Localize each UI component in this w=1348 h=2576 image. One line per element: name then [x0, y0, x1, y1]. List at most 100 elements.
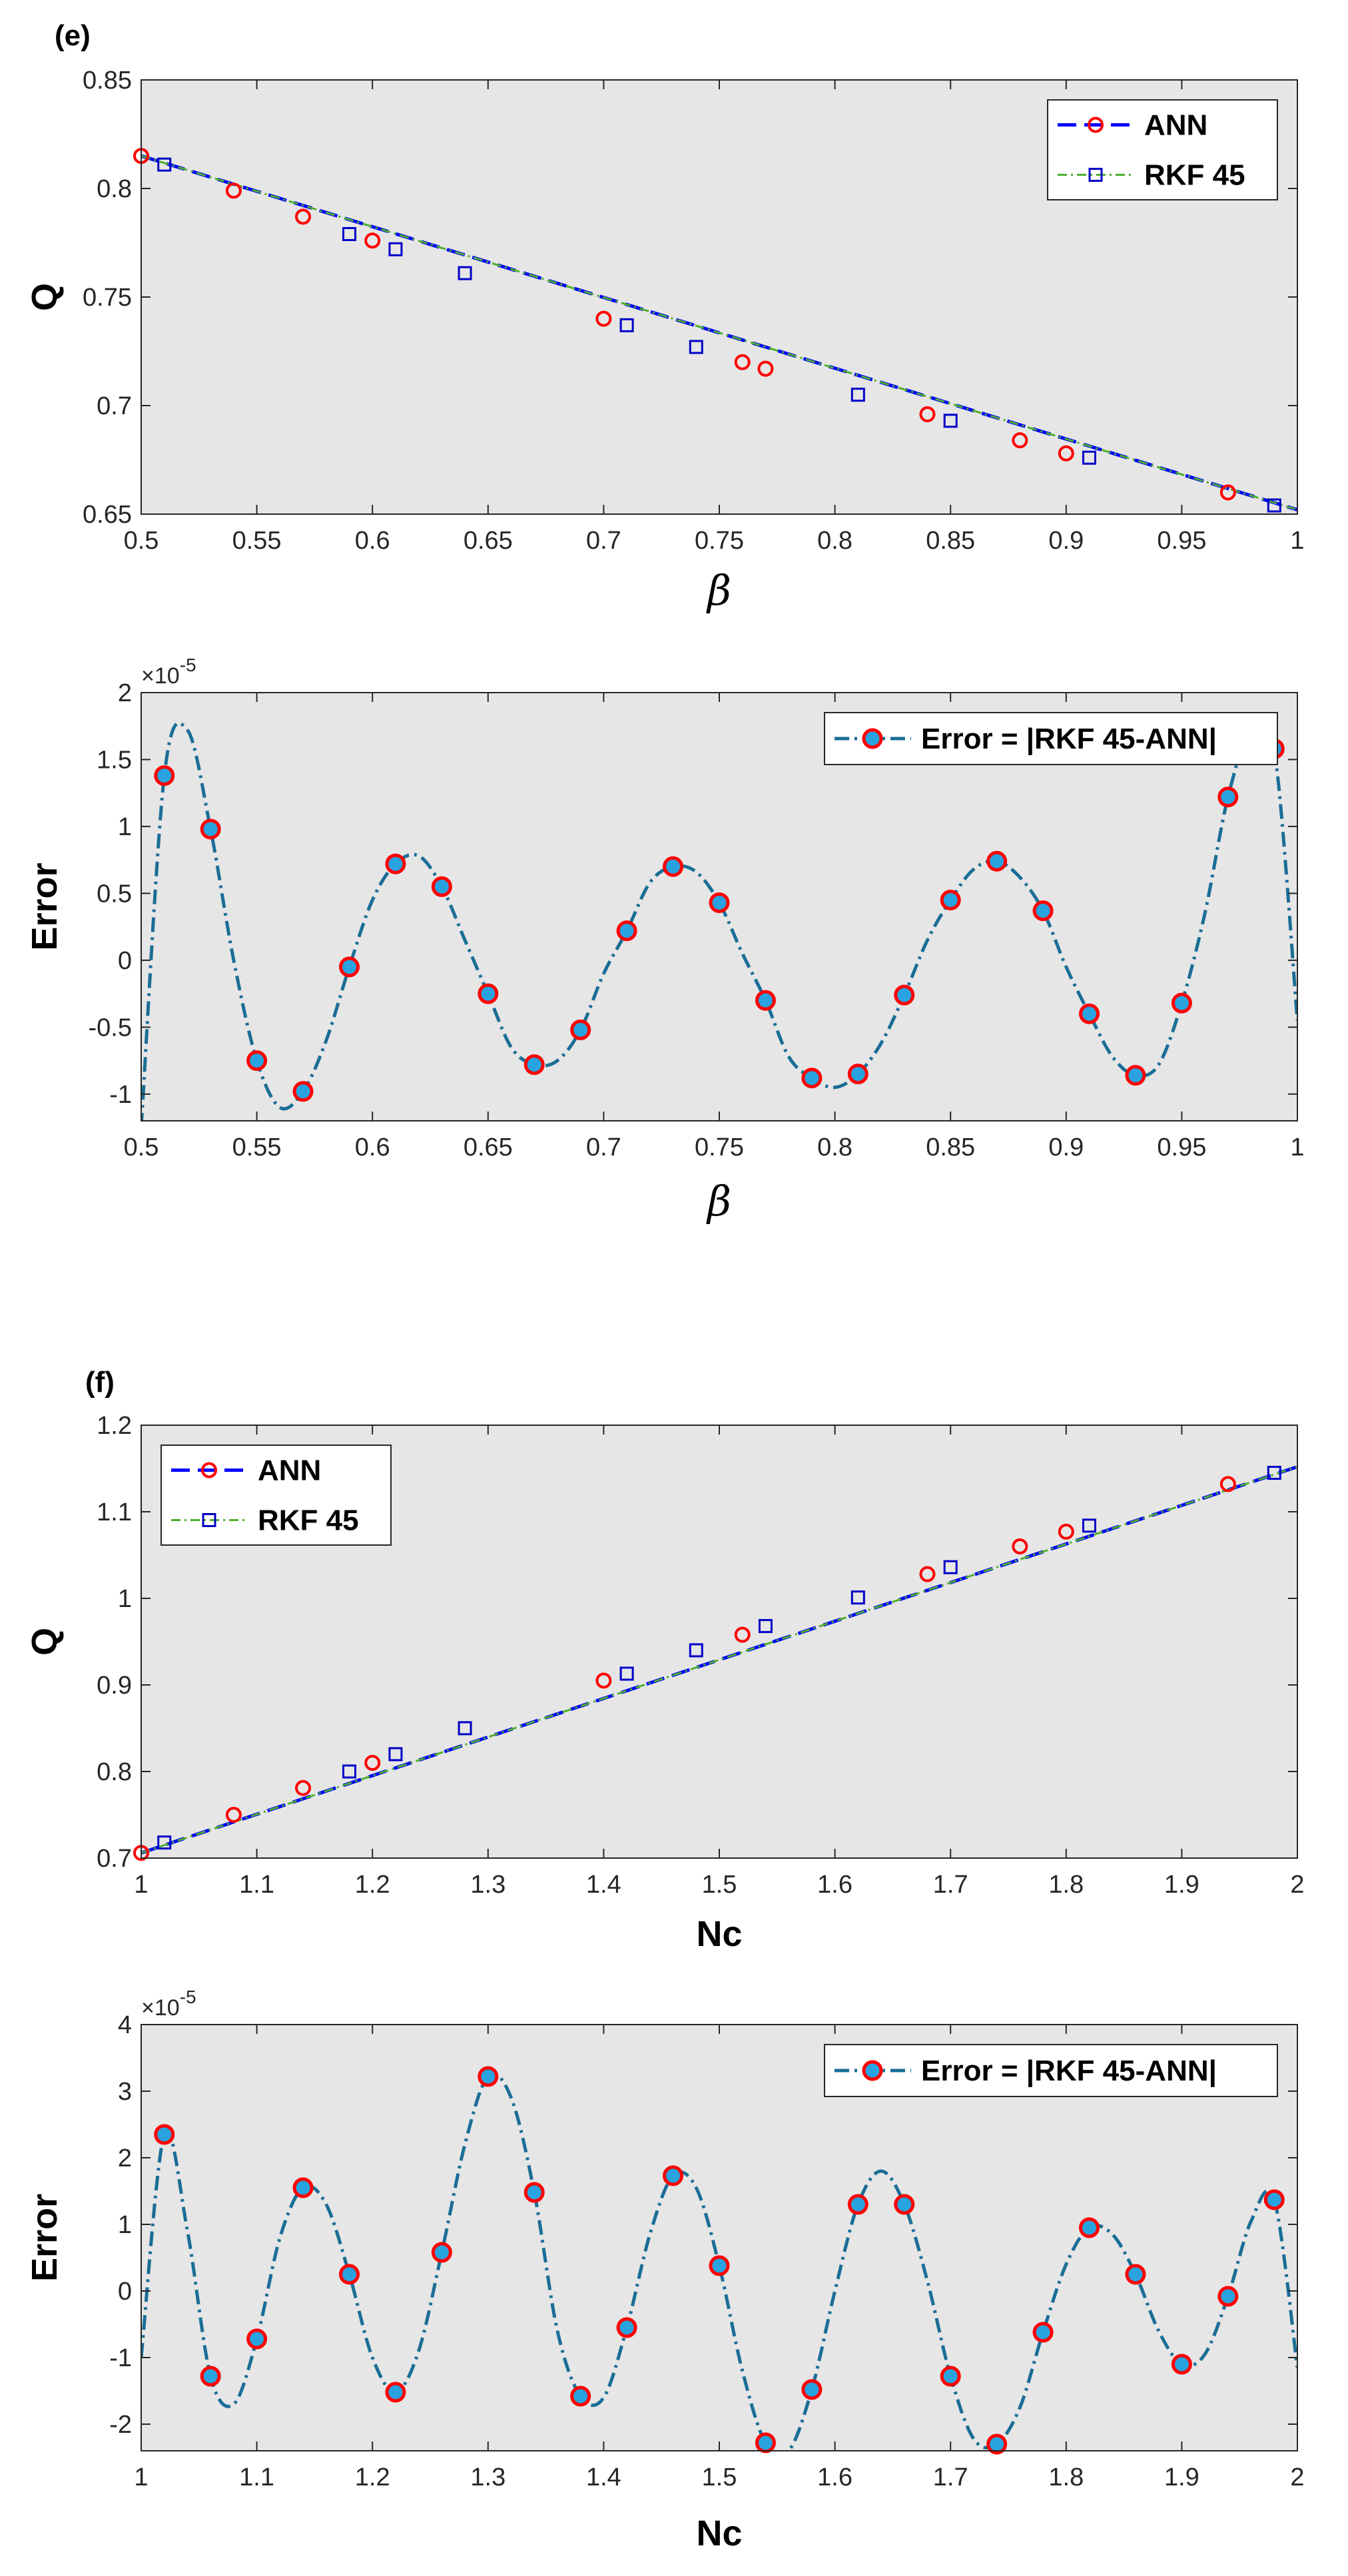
- x-tick-label: 1: [1290, 1133, 1304, 1161]
- data-point: [663, 2165, 684, 2186]
- x-tick-label: 0.65: [464, 1133, 513, 1161]
- x-tick-label: 1.7: [933, 1871, 968, 1899]
- x-tick-label: 0.8: [817, 527, 852, 555]
- data-point: [364, 232, 381, 249]
- data-point: [619, 1666, 634, 1681]
- data-point: [757, 360, 774, 377]
- legend: Error = |RKF 45-ANN|: [824, 712, 1278, 765]
- y-tick-label: -1: [109, 2344, 132, 2372]
- x-tick-label: 0.7: [586, 1133, 621, 1161]
- x-tick-label: 1.9: [1164, 2463, 1199, 2491]
- data-point: [570, 1019, 591, 1040]
- x-tick-label: 0.5: [124, 1133, 159, 1161]
- data-point: [385, 2382, 406, 2403]
- data-point: [1082, 1518, 1097, 1533]
- x-tick-label: 0.7: [586, 527, 621, 555]
- x-tick-label: 1: [1290, 527, 1304, 555]
- data-point: [1267, 498, 1281, 513]
- data-point: [200, 2366, 221, 2387]
- data-point: [755, 990, 776, 1011]
- data-point: [919, 1566, 936, 1582]
- data-point: [1125, 1065, 1146, 1086]
- data-point: [1012, 432, 1028, 449]
- panel-label: (f): [85, 1366, 115, 1399]
- y-tick-label: 0: [118, 2278, 132, 2306]
- x-tick-label: 1: [134, 1871, 148, 1899]
- y-tick-label: 1: [118, 813, 132, 841]
- data-point: [595, 310, 612, 327]
- x-tick-label: 0.9: [1048, 1133, 1084, 1161]
- data-point: [246, 2328, 268, 2350]
- y-axis-label: Q: [25, 283, 65, 311]
- y-tick-label: 0.65: [83, 501, 132, 529]
- data-point: [894, 984, 915, 1006]
- data-point: [292, 1081, 314, 1102]
- y-tick-label: 1.1: [97, 1498, 132, 1526]
- data-point: [388, 242, 403, 256]
- chart-panel-1: (e) 0.5 0.55 0.6 0.65 0.7 0.75 0.8 0.85 0.9 0.95 1 0…: [25, 19, 1305, 615]
- x-axis-label: Nc: [696, 1914, 742, 1954]
- data-point: [689, 1643, 703, 1658]
- y-tick-label: 3: [118, 2078, 132, 2106]
- data-point: [225, 1807, 242, 1823]
- data-point: [734, 354, 751, 370]
- data-point: [570, 2386, 591, 2407]
- y-tick-label: 1: [118, 2211, 132, 2239]
- x-axis-label: β: [706, 566, 731, 615]
- y-tick-label: -0.5: [89, 1014, 132, 1042]
- x-tick-label: 0.85: [926, 1133, 975, 1161]
- y-tick-label: -2: [109, 2411, 132, 2439]
- data-point: [478, 2066, 499, 2087]
- data-point: [1079, 1003, 1100, 1024]
- x-tick-label: 0.75: [695, 527, 744, 555]
- data-point: [1217, 2286, 1239, 2307]
- exponent-power: -5: [180, 1987, 196, 2007]
- legend-entry: ANN: [258, 1454, 321, 1487]
- legend-marker: [862, 2060, 883, 2081]
- x-tick-label: 1.6: [817, 1871, 852, 1899]
- y-tick-label: 0.75: [83, 284, 132, 312]
- data-point: [458, 266, 472, 280]
- legend: ANN RKF 45: [1047, 99, 1278, 200]
- data-point: [154, 765, 175, 787]
- data-point: [1267, 1466, 1281, 1480]
- exponent-label: ×10-5: [141, 1987, 196, 2021]
- x-tick-label: 0.95: [1157, 1133, 1206, 1161]
- data-point: [986, 850, 1008, 872]
- series-line-1: [141, 1465, 1297, 1855]
- x-tick-label: 0.55: [232, 527, 282, 555]
- data-point: [709, 892, 730, 913]
- data-point: [943, 414, 958, 428]
- data-point: [295, 1779, 312, 1796]
- chart-panel-2: 0.5 0.55 0.6 0.65 0.7 0.75 0.8 0.85 0.9 0.95 1 -1 -0…: [25, 655, 1305, 1225]
- data-point: [847, 1064, 868, 1085]
- data-point: [801, 2379, 823, 2400]
- x-tick-label: 1.9: [1164, 1871, 1199, 1899]
- data-point: [431, 2242, 452, 2263]
- data-point: [943, 1560, 958, 1574]
- x-tick-label: 0.8: [817, 1133, 852, 1161]
- data-point: [523, 1054, 545, 1076]
- data-point: [478, 983, 499, 1004]
- x-axis-label: Nc: [696, 2513, 742, 2553]
- x-tick-label: 1.8: [1048, 2463, 1084, 2491]
- x-tick-label: 1: [134, 2463, 148, 2491]
- data-point: [616, 2317, 637, 2338]
- x-tick-label: 1.5: [702, 2463, 737, 2491]
- data-point: [385, 853, 406, 874]
- data-point: [157, 157, 172, 172]
- data-point: [919, 406, 936, 423]
- x-tick-label: 0.85: [926, 527, 975, 555]
- legend-entry: RKF 45: [258, 1504, 359, 1537]
- data-point: [940, 889, 961, 910]
- data-point: [225, 182, 242, 199]
- x-tick-label: 0.95: [1157, 527, 1206, 555]
- data-point: [663, 856, 684, 877]
- data-point: [1171, 2354, 1192, 2375]
- x-tick-label: 2: [1290, 2463, 1304, 2491]
- exponent-power: -5: [180, 655, 196, 675]
- data-point: [338, 956, 360, 978]
- x-tick-label: 1.4: [586, 1871, 621, 1899]
- data-point: [986, 2433, 1008, 2455]
- x-tick-label: 0.9: [1048, 527, 1084, 555]
